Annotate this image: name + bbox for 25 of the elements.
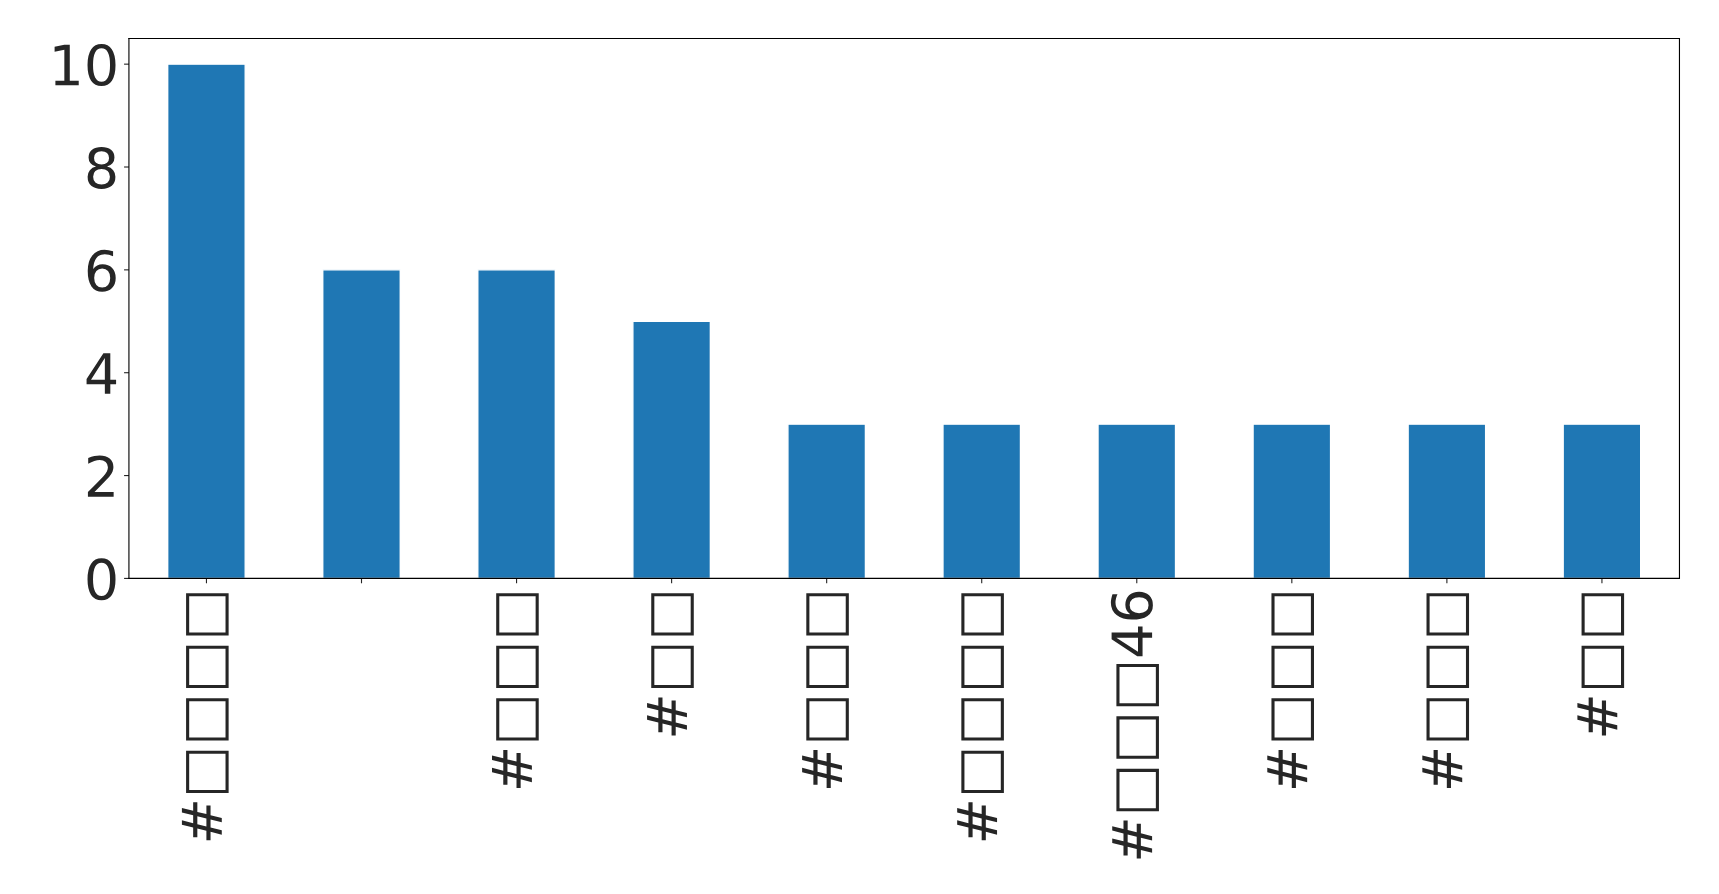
- y-tick-label: 0: [87, 558, 116, 601]
- bar: [1407, 423, 1487, 579]
- x-tick-label: #□□□: [802, 593, 849, 788]
- y-tick-label: 8: [87, 146, 116, 189]
- bar: [942, 423, 1022, 579]
- x-tick-label: #□□□□: [181, 593, 229, 841]
- y-tick-label: 2: [87, 455, 114, 497]
- bar: [1562, 423, 1642, 579]
- y-tick-label: 6: [87, 249, 116, 292]
- x-tick-label: #□□□: [1267, 593, 1314, 788]
- y-tick-label: 4: [86, 353, 117, 394]
- x-tick-label: #□□□□: [957, 593, 1004, 841]
- x-tick-label: #□□: [1577, 593, 1625, 736]
- x-tick-label: #□□□: [492, 593, 539, 788]
- x-tick-label: #□□□: [1422, 593, 1470, 788]
- bar: [787, 423, 867, 579]
- bar: [1252, 423, 1332, 579]
- bar: [632, 320, 712, 579]
- bar: [166, 63, 246, 579]
- y-tick-label: 10: [54, 44, 116, 87]
- bar: [477, 269, 557, 579]
- bar: [322, 269, 401, 579]
- bar: [1097, 423, 1177, 579]
- x-tick-label: #□□: [647, 593, 694, 736]
- x-tick-label: #□□□46: [1110, 591, 1159, 859]
